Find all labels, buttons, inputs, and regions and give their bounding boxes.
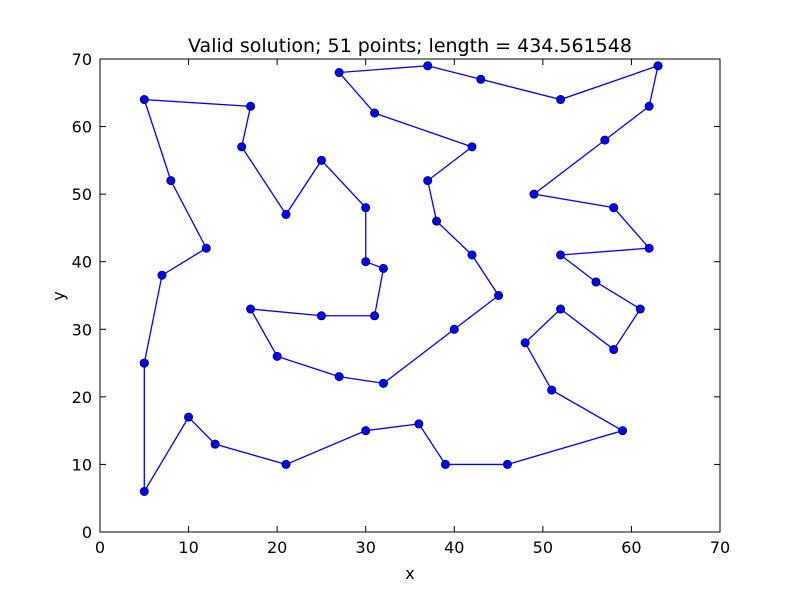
data-point — [440, 459, 450, 469]
data-point — [139, 358, 149, 368]
x-tick-label: 10 — [178, 538, 198, 557]
data-point — [246, 304, 256, 314]
data-point — [591, 277, 601, 287]
x-axis-label: x — [405, 564, 414, 583]
data-point — [414, 419, 424, 429]
y-tick-label: 0 — [82, 523, 92, 542]
data-point — [210, 439, 220, 449]
y-tick-label: 10 — [72, 455, 92, 474]
data-point — [494, 290, 504, 300]
y-axis: 0 10 20 30 40 50 60 70 — [72, 50, 720, 542]
data-point — [653, 61, 663, 71]
data-point — [423, 61, 433, 71]
data-point — [600, 135, 610, 145]
data-point — [635, 304, 645, 314]
data-point — [237, 142, 247, 152]
x-tick-label: 50 — [533, 538, 553, 557]
data-point — [502, 459, 512, 469]
y-tick-label: 70 — [72, 50, 92, 69]
data-point — [370, 311, 380, 321]
data-point — [556, 304, 566, 314]
data-point — [618, 426, 628, 436]
data-point — [644, 101, 654, 111]
data-point — [520, 338, 530, 348]
x-axis: 0 10 20 30 40 50 60 70 — [95, 59, 730, 557]
data-point — [467, 142, 477, 152]
data-point — [316, 311, 326, 321]
data-point — [378, 378, 388, 388]
data-point — [139, 486, 149, 496]
data-point — [361, 203, 371, 213]
data-point — [547, 385, 557, 395]
data-point — [609, 203, 619, 213]
data-point — [281, 209, 291, 219]
data-point — [316, 155, 326, 165]
plot-area — [139, 61, 663, 496]
y-axis-label: y — [49, 291, 68, 300]
y-tick-label: 60 — [72, 118, 92, 137]
x-tick-label: 30 — [356, 538, 376, 557]
data-point — [139, 95, 149, 105]
data-point — [201, 243, 211, 253]
data-point — [370, 108, 380, 118]
data-point — [334, 68, 344, 78]
data-point — [157, 270, 167, 280]
data-point — [449, 324, 459, 334]
y-tick-label: 20 — [72, 388, 92, 407]
x-tick-label: 60 — [621, 538, 641, 557]
y-tick-label: 40 — [72, 253, 92, 272]
data-point — [281, 459, 291, 469]
x-tick-label: 0 — [95, 538, 105, 557]
data-point — [423, 176, 433, 186]
data-point — [361, 426, 371, 436]
data-point — [361, 257, 371, 267]
data-point — [184, 412, 194, 422]
y-tick-label: 50 — [72, 185, 92, 204]
data-point — [556, 95, 566, 105]
x-tick-label: 40 — [444, 538, 464, 557]
plot-frame — [99, 58, 721, 533]
data-point — [644, 243, 654, 253]
series-line — [143, 64, 659, 494]
data-point — [529, 189, 539, 199]
chart-title: Valid solution; 51 points; length = 434.… — [188, 35, 632, 57]
data-point — [246, 101, 256, 111]
data-point — [334, 372, 344, 382]
data-point — [432, 216, 442, 226]
x-tick-label: 20 — [267, 538, 287, 557]
y-tick-label: 30 — [72, 320, 92, 339]
data-point — [556, 250, 566, 260]
data-point — [166, 176, 176, 186]
data-point — [467, 250, 477, 260]
data-point — [609, 345, 619, 355]
data-point — [476, 74, 486, 84]
data-point — [272, 351, 282, 361]
data-point — [378, 263, 388, 273]
x-tick-label: 70 — [710, 538, 730, 557]
